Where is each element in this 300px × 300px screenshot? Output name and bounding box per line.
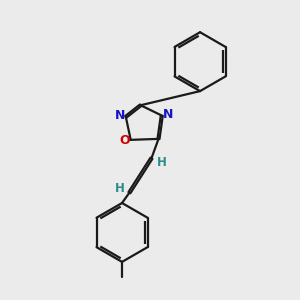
Text: O: O [119,134,130,147]
Text: N: N [115,109,125,122]
Text: H: H [115,182,124,195]
Text: N: N [163,109,173,122]
Text: H: H [156,156,166,169]
